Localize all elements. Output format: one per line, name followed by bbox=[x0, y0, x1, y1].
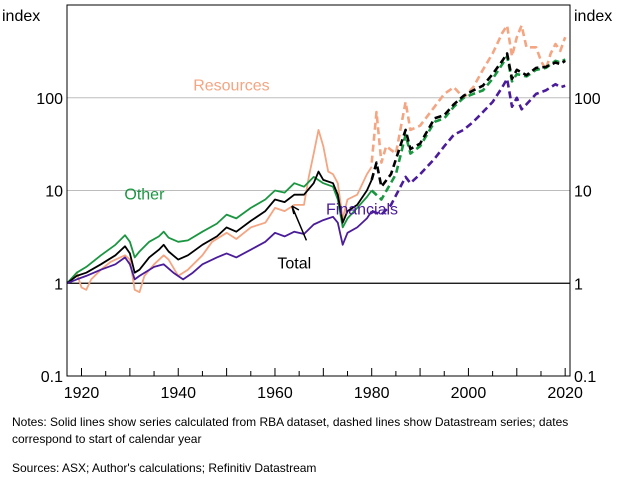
series-label-financials: Financials bbox=[326, 202, 398, 219]
gridlines bbox=[67, 97, 570, 284]
y-tick-label-left: 0.1 bbox=[41, 369, 63, 386]
series-line-financials-solid bbox=[66, 210, 373, 285]
series-line-resources-solid bbox=[66, 129, 373, 294]
x-tick-label: 1980 bbox=[354, 385, 390, 400]
series-lines bbox=[66, 24, 567, 294]
total-pointer-arrow bbox=[291, 205, 308, 241]
y-tick-label-left: 10 bbox=[45, 184, 63, 201]
x-tick-label: 2000 bbox=[451, 385, 487, 400]
series-label-total: Total bbox=[277, 255, 311, 272]
x-tick-label: 2020 bbox=[547, 385, 583, 400]
chart-sources: Sources: ASX; Author's calculations; Ref… bbox=[12, 461, 317, 475]
chart: 0.1 0.1 1 1 10 10 100 100 1920 1940 1960 1980 2000 20… bbox=[2, 4, 612, 400]
y-unit-label-left: index bbox=[2, 8, 40, 25]
y-tick-label-right: 1 bbox=[574, 276, 583, 293]
chart-notes: Notes: Solid lines show series calculate… bbox=[12, 415, 569, 446]
y-tick-label-left: 1 bbox=[54, 276, 63, 293]
series-line-total-solid bbox=[66, 170, 373, 285]
x-tick-label: 1940 bbox=[160, 385, 196, 400]
series-line-other-dashed bbox=[370, 55, 566, 201]
series-line-resources-dashed bbox=[370, 24, 567, 164]
y-unit-label-right: index bbox=[574, 8, 612, 25]
series-labels: Resources Other Total Financials bbox=[124, 77, 398, 272]
y-tick-label-right: 100 bbox=[574, 91, 601, 108]
series-label-resources: Resources bbox=[193, 77, 269, 94]
series-line-financials-dashed bbox=[371, 77, 566, 216]
plot-frame bbox=[66, 4, 571, 377]
series-label-other: Other bbox=[124, 186, 165, 203]
series-line-other-solid bbox=[66, 176, 373, 284]
series-line-total-dashed bbox=[370, 52, 566, 188]
x-tick-label: 1960 bbox=[257, 385, 293, 400]
x-tick-label: 1920 bbox=[64, 385, 100, 400]
y-tick-label-left: 100 bbox=[36, 91, 63, 108]
y-tick-label-right: 0.1 bbox=[574, 369, 596, 386]
axis-ticks: 0.1 0.1 1 1 10 10 100 100 1920 1940 1960 1980 2000 20… bbox=[36, 91, 601, 400]
y-tick-label-right: 10 bbox=[574, 184, 592, 201]
